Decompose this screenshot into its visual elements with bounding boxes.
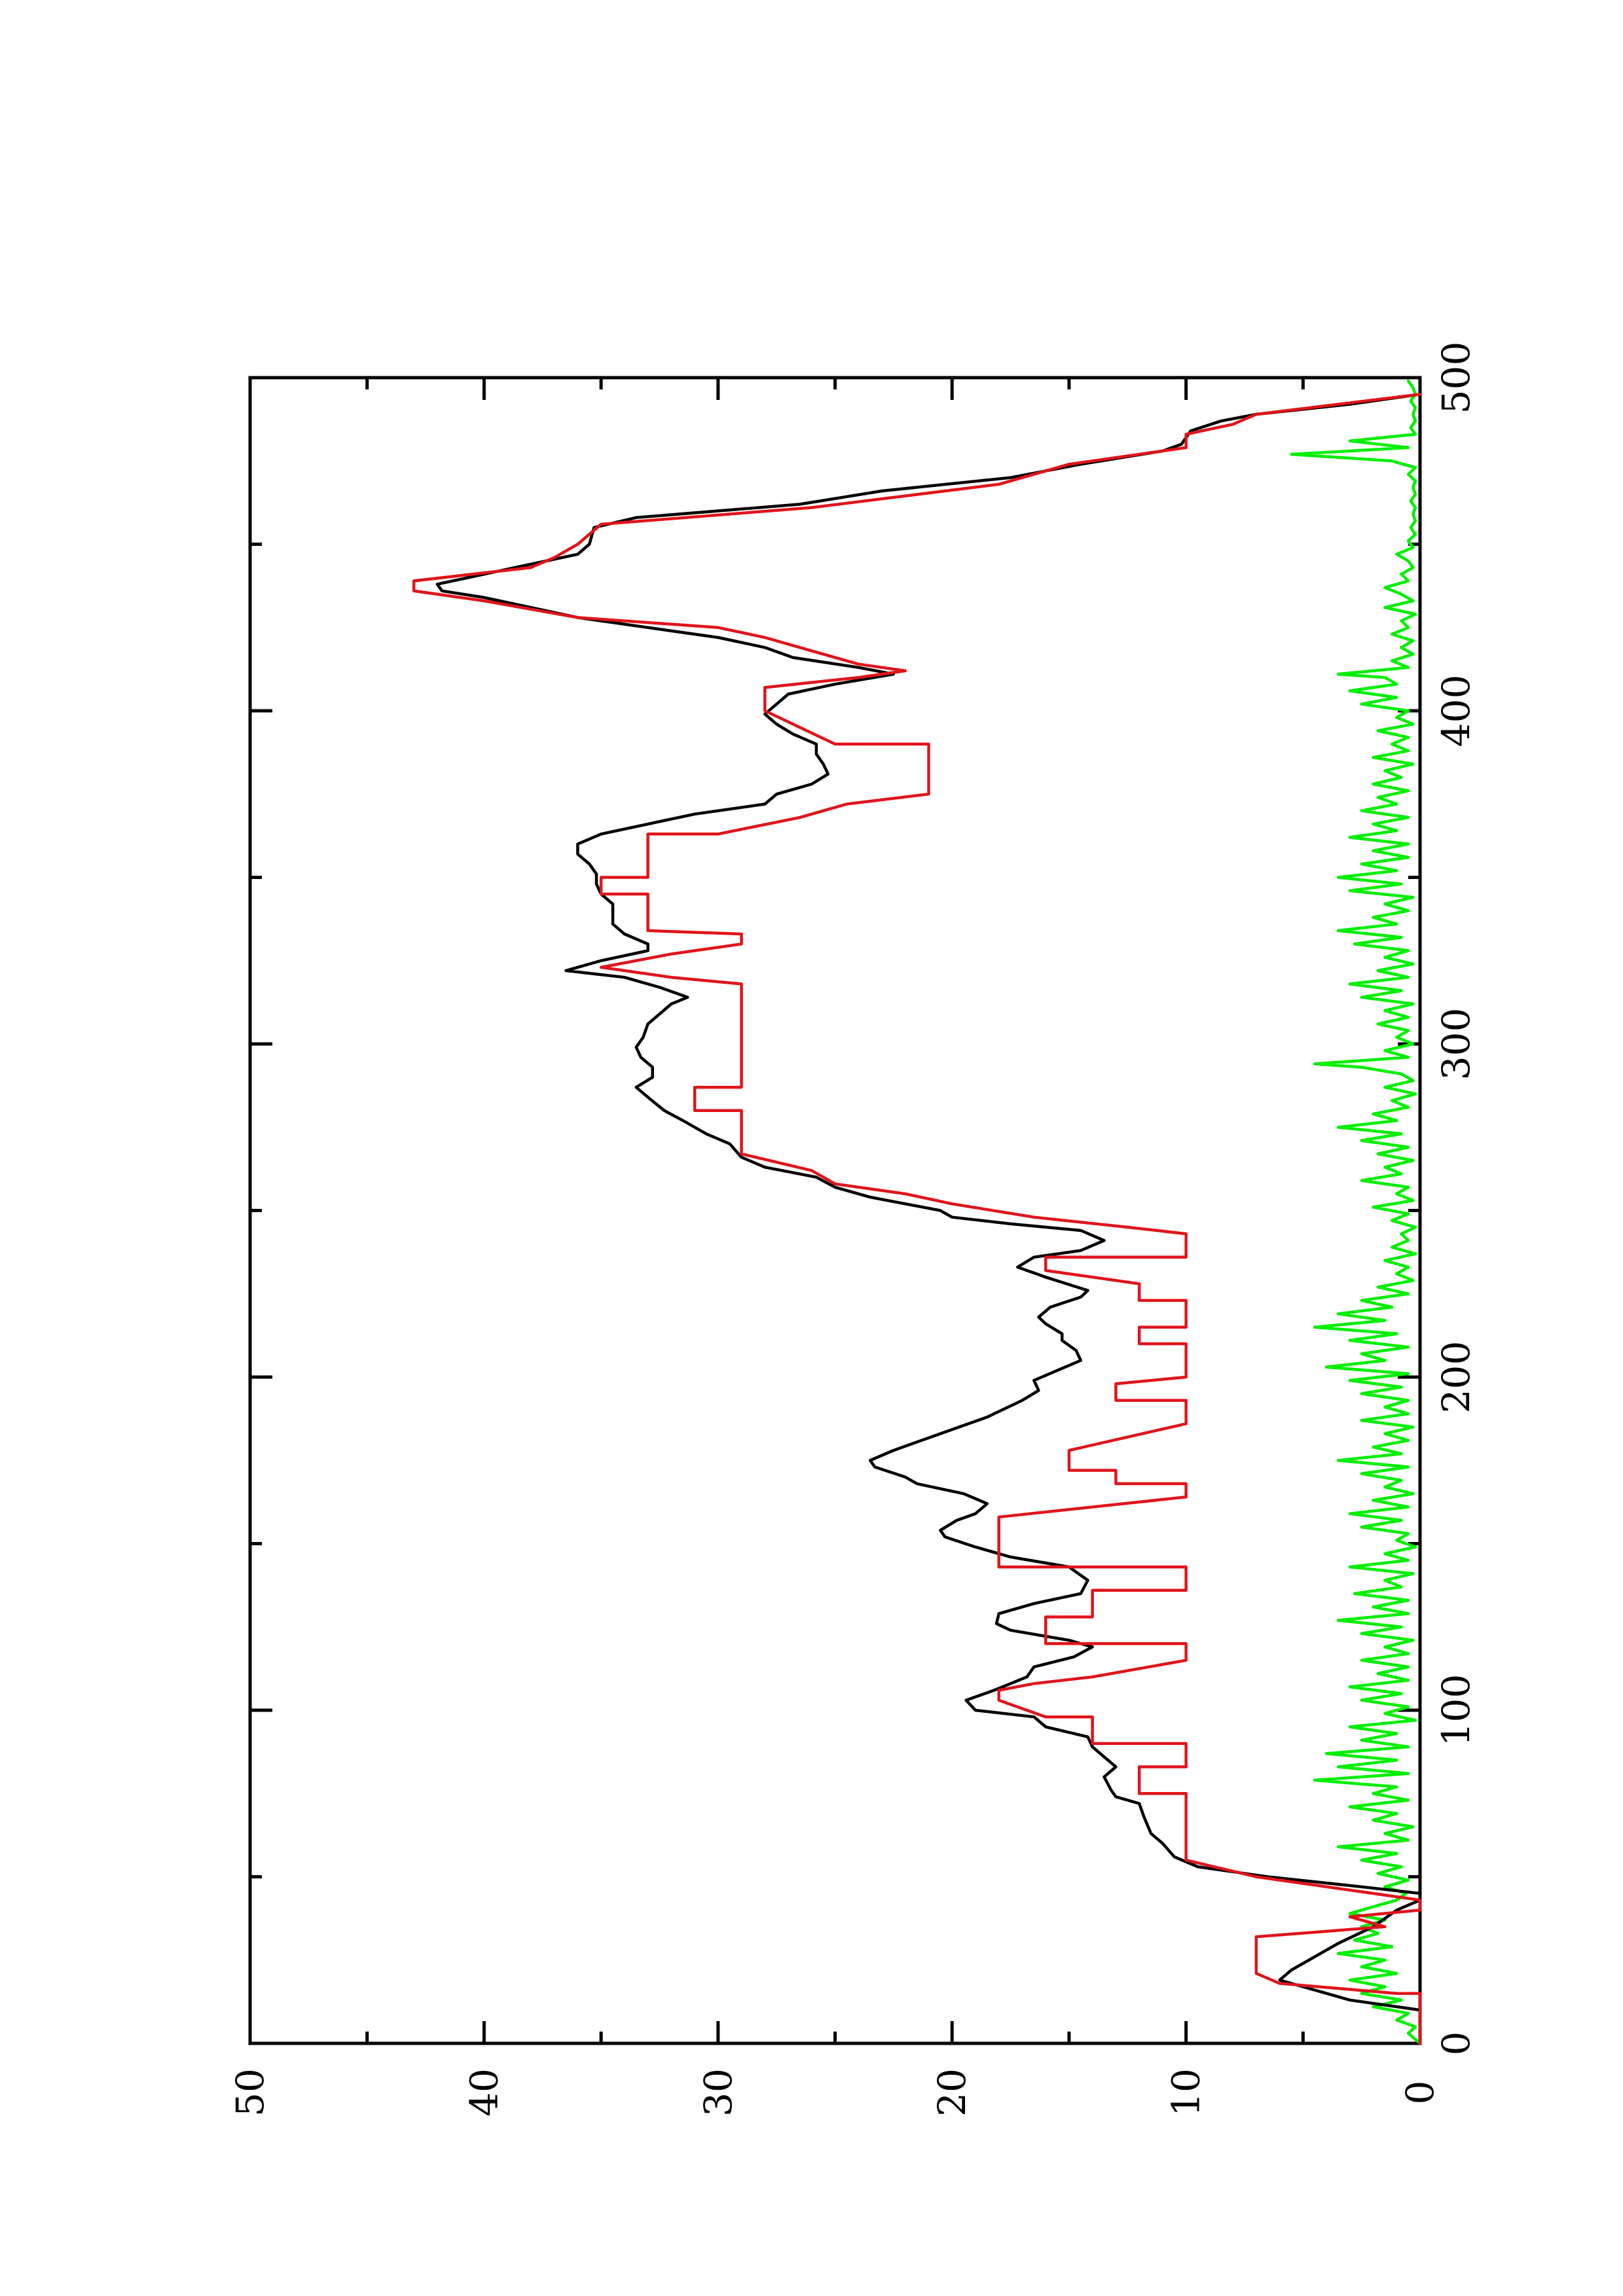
series-line-2 xyxy=(1290,379,1422,2045)
y-tick-label: 0 xyxy=(1398,2081,1442,2105)
x-tick-label: 0 xyxy=(1434,2032,1478,2056)
ticks: 0 100 200 300 400 500 0 10 20 30 40 50 xyxy=(228,342,1478,2117)
x-tick-label: 400 xyxy=(1434,675,1478,747)
x-tick-label: 500 xyxy=(1434,342,1478,414)
y-tick-label: 10 xyxy=(1164,2068,1209,2117)
series-line-0 xyxy=(435,393,1422,2045)
plot-frame xyxy=(248,376,1422,2045)
x-tick-label: 200 xyxy=(1434,1341,1478,1414)
series-line-1 xyxy=(412,393,1422,2045)
y-tick-label: 50 xyxy=(228,2068,272,2117)
y-tick-label: 40 xyxy=(462,2068,506,2117)
x-tick-label: 300 xyxy=(1434,1008,1478,1081)
y-tick-label: 20 xyxy=(930,2068,974,2117)
y-tick-label: 30 xyxy=(696,2068,740,2117)
series-layer xyxy=(412,379,1422,2045)
x-tick-label: 100 xyxy=(1434,1674,1478,1747)
